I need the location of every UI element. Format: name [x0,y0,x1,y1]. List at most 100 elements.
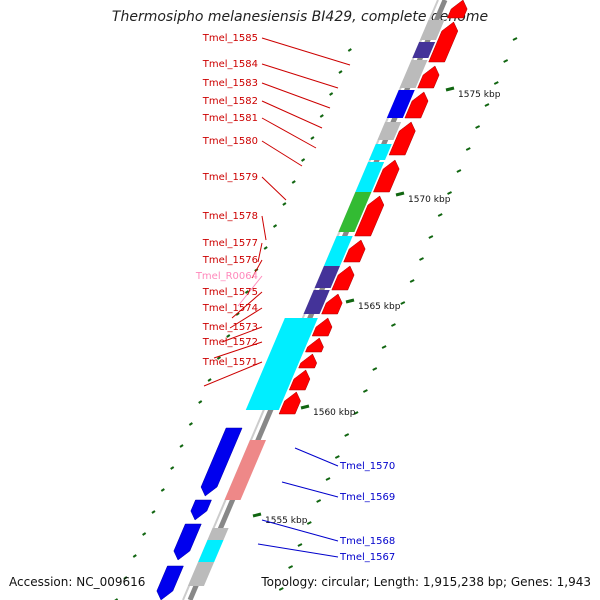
leader-line [229,307,263,329]
gene-label-forward: Tmel_1577 [202,238,258,249]
tick-left [319,114,324,118]
forward-cds-2 [417,65,440,89]
forward-cds-11 [305,337,324,353]
forward-cds-6 [354,195,385,237]
tick-right [493,81,499,85]
leader-line [251,259,263,279]
genome-summary-text: Topology: circular; Length: 1,915,238 bp… [261,575,591,589]
tick-right [428,235,434,239]
tick-left [291,180,296,184]
tick-left [123,576,128,580]
cog-band-8 [323,236,353,266]
tick-left [244,290,250,294]
leader-line [261,117,317,149]
leader-line [237,275,263,307]
cog-band-1 [412,42,436,58]
cog-band-9 [314,266,340,288]
tick-right [381,345,387,349]
ruler-label: 1565 kbp [358,302,401,312]
leader-line [221,326,263,343]
forward-cds-0 [446,0,468,19]
tick-right [325,477,331,481]
leader-line [294,447,339,467]
major-tick [445,86,455,92]
tick-right [306,521,312,525]
tick-right [484,103,490,107]
tick-right [456,169,462,173]
gene-labels: Tmel_1585 Tmel_1584 Tmel_1583 Tmel_1582 Tmel… [195,33,395,563]
tick-left [207,378,212,382]
ruler-label: 1570 kbp [408,195,451,205]
gene-label-forward: Tmel_1584 [202,59,258,70]
cog-band-10 [303,290,330,314]
cog-band-12 [224,440,266,500]
leader-line [261,82,331,109]
major-tick [345,298,355,304]
tick-left [132,554,137,558]
gene-label-forward: Tmel_1576 [202,255,258,266]
tick-left [282,202,287,206]
cog-band-0 [420,20,445,40]
leader-line [261,100,323,129]
tick-right [334,455,340,459]
cog-band-13 [207,528,229,540]
tick-left [310,136,315,140]
tick-left [226,334,231,338]
tick-left [198,400,203,404]
ruler-label: 1575 kbp [458,90,501,100]
forward-cds-8 [331,265,355,291]
cog-band-4 [377,122,402,140]
leader-line [213,341,263,359]
gene-label-forward: Tmel_1572 [202,337,258,348]
tick-left [263,246,268,250]
gene-label-forward: Tmel_1581 [202,113,258,124]
tick-right [391,323,396,327]
tick-right [278,587,284,591]
ruler-label: 1560 kbp [313,408,356,418]
tick-left [235,312,240,316]
gene-label-forward: Tmel_1578 [202,211,258,222]
major-tick [252,512,262,518]
tick-right [316,499,322,503]
tick-left [272,224,278,228]
reverse-cds-0 [200,427,243,497]
gene-label-forward: Tmel_1585 [202,33,258,44]
tick-right [344,433,350,437]
cog-band-7 [338,192,372,232]
leader-line [261,215,267,241]
leader-line [261,37,351,66]
tick-right [437,213,443,217]
gene-label-reverse: Tmel_1567 [339,552,395,563]
forward-cds-13 [288,369,311,391]
major-tick [395,191,405,197]
leader-line [281,481,339,498]
gene-features [156,0,468,600]
tick-left [151,510,156,514]
tick-left [329,92,334,96]
gene-label-forward: Tmel_1583 [202,78,258,89]
tick-right [353,411,359,415]
major-tick [300,404,310,410]
map-title: Thermosipho melanesiensis BI429, complet… [111,9,489,25]
tick-left [179,444,184,448]
tick-left [338,70,343,74]
gene-label-reverse: Tmel_1569 [339,492,395,503]
forward-cds-14 [278,391,301,415]
tick-right [465,147,471,151]
gene-label-forward: Tmel_1579 [202,172,258,183]
tick-left [142,532,147,536]
tick-right [419,257,424,261]
gene-label-forward: Tmel_1580 [202,136,258,147]
tick-right [409,279,415,283]
leader-line [261,176,287,201]
cog-band-5 [369,144,392,160]
tick-right [400,301,406,305]
tick-left [170,466,175,470]
accession-text: Accession: NC_009616 [9,575,146,589]
tick-right [297,543,303,547]
gene-label-forward: Tmel_1574 [202,303,258,314]
tick-left [301,158,306,162]
gene-label-forward: Tmel_1571 [202,357,258,368]
leader-line [261,140,303,167]
